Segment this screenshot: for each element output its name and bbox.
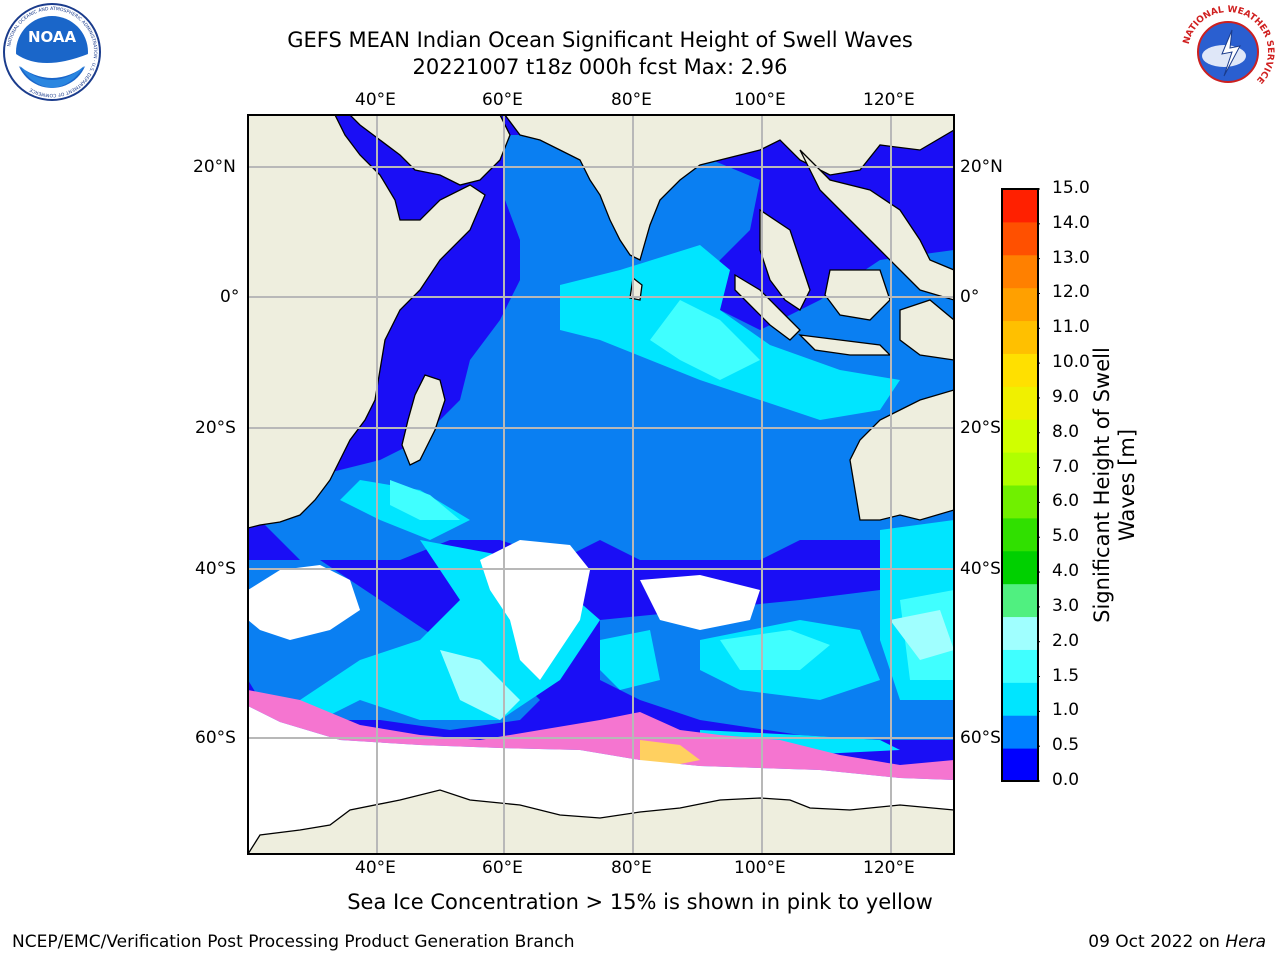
colorbar-segment [1002,452,1038,486]
colorbar-frame [1001,188,1039,782]
colorbar-segment [1002,682,1038,716]
lon-tick-top: 40°E [355,90,396,110]
colorbar-tick-label: 5.0 [1052,526,1080,547]
footer-credit: NCEP/EMC/Verification Post Processing Pr… [12,932,575,952]
colorbar-tick-label: 12.0 [1052,282,1090,303]
noaa-logo: NOAA NATIONAL OCEANIC AND ATMOSPHERIC AD… [2,2,102,102]
caption-text: Sea Ice Concentration > 15% is shown in … [347,890,933,914]
colorbar-tick-label: 0.5 [1052,735,1080,756]
lon-tick-bottom: 60°E [482,858,523,878]
footer-host: Hera [1225,932,1266,952]
colorbar-tick-label: 9.0 [1052,386,1080,407]
colorbar-tick-label: 2.0 [1052,630,1080,651]
colorbar-tick-label: 11.0 [1052,317,1090,338]
colorbar-segment [1002,517,1038,552]
colorbar-tick-label: 8.0 [1052,421,1080,442]
graticule [248,115,954,854]
lat-tick-left: 40°S [195,559,236,579]
colorbar-segment [1002,485,1038,519]
colorbar-segment [1002,715,1038,749]
lat-tick-right: 60°S [960,728,1001,748]
lat-tick-left: 20°N [193,157,236,177]
footer-date: 09 Oct 2022 on Hera [1088,932,1266,952]
colorbar-segment [1002,189,1038,223]
land [248,115,954,854]
map-frame [247,114,955,855]
lon-tick-top: 100°E [734,90,786,110]
footer-date-text: 09 Oct 2022 on [1088,932,1226,952]
colorbar-segment [1002,550,1038,585]
lon-tick-top: 60°E [482,90,523,110]
swell-2-3m [440,610,954,720]
lon-tick-bottom: 80°E [611,858,652,878]
map-subtitle: 20221007 t18z 000h fcst Max: 2.96 [412,55,788,79]
colorbar-tick-label: 10.0 [1052,352,1090,373]
lon-tick-top: 80°E [611,90,652,110]
lon-tick-bottom: 120°E [863,858,915,878]
nws-logo: NATIONAL WEATHER SERVICE [1178,2,1278,102]
colorbar-segment [1002,221,1038,256]
colorbar-label: Significant Height of Swell Waves [m] [1090,347,1139,623]
colorbar-tick-label: 0.0 [1052,770,1080,790]
lat-tick-left: 60°S [195,728,236,748]
sea-ice-edge [248,690,954,780]
map-title: GEFS MEAN Indian Ocean Significant Heigh… [287,28,913,52]
colorbar-segment [1002,287,1038,322]
colorbar-segment [1002,254,1038,289]
colorbar [1001,188,1040,782]
lat-tick-left: 20°S [195,418,236,438]
sea-ice-caption: Sea Ice Concentration > 15% is shown in … [0,890,1280,914]
lat-tick-right: 0° [960,287,980,307]
colorbar-tick-label: 1.0 [1052,700,1080,721]
colorbar-tick-label: 1.5 [1052,665,1080,686]
sea-ice-yellow [640,740,700,768]
colorbar-tick-label: 15.0 [1052,178,1090,198]
no-data-areas [248,540,760,680]
lon-tick-bottom: 100°E [734,858,786,878]
colorbar-segment [1002,748,1038,782]
colorbar-tick-label: 14.0 [1052,212,1090,233]
lon-tick-bottom: 40°E [355,858,396,878]
lat-tick-right: 20°S [960,418,1001,438]
colorbar-tick-label: 13.0 [1052,247,1090,268]
colorbar-tick-label: 4.0 [1052,561,1080,582]
lon-tick-top: 120°E [863,90,915,110]
lat-tick-left: 0° [220,287,240,307]
colorbar-segment [1002,386,1038,420]
colorbar-segment [1002,320,1038,354]
colorbar-tick-label: 7.0 [1052,456,1080,477]
svg-text:NOAA: NOAA [28,28,77,46]
lat-tick-right: 40°S [960,559,1001,579]
colorbar-segment [1002,616,1038,650]
colorbar-segment [1002,419,1038,453]
lat-tick-right: 20°N [960,157,1003,177]
colorbar-segment [1002,353,1038,387]
colorbar-segment [1002,649,1038,683]
colorbar-tick-label: 3.0 [1052,595,1080,616]
colorbar-segment [1002,583,1038,618]
colorbar-tick-label: 6.0 [1052,491,1080,512]
